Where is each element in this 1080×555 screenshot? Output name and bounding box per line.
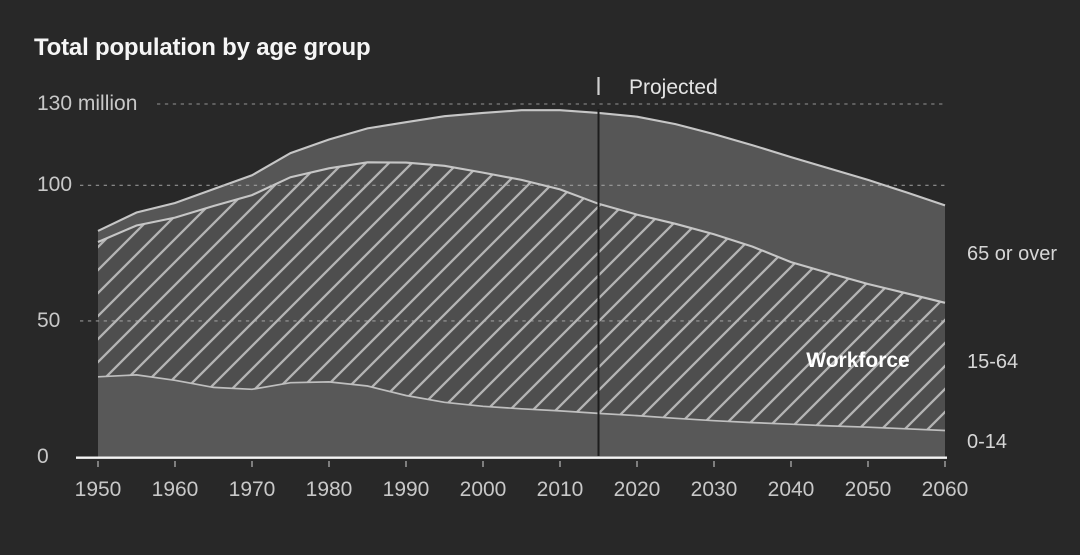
x-tick-label-2030: 2030 — [690, 478, 738, 501]
x-tick-label-2060: 2060 — [921, 478, 969, 501]
projected-label: Projected — [629, 76, 718, 99]
edge-15-64 — [97, 161, 946, 304]
x-tick-label-2000: 2000 — [459, 478, 507, 501]
workforce-annotation: Workforce — [806, 349, 910, 372]
x-tick-label-2020: 2020 — [613, 478, 661, 501]
x-tick-label-1950: 1950 — [74, 478, 122, 501]
x-tick-label-2040: 2040 — [767, 478, 815, 501]
band-label-15-64: 15-64 — [967, 351, 1019, 373]
x-tick-label-2010: 2010 — [536, 478, 584, 501]
x-tick-label-1960: 1960 — [151, 478, 199, 501]
edge-total — [97, 109, 946, 232]
y-tick-label-100: 100 — [37, 173, 73, 197]
x-tick-label-1990: 1990 — [382, 478, 430, 501]
band-label-65-or-over: 65 or over — [967, 243, 1058, 265]
band-hatch-overlay — [98, 162, 945, 431]
band-65-or-over — [98, 110, 945, 303]
x-tick-label-1970: 1970 — [228, 478, 276, 501]
y-tick-label-130: 130 million — [37, 92, 138, 115]
x-tick-label-2050: 2050 — [844, 478, 892, 501]
chart-title: Total population by age group — [34, 34, 371, 61]
x-tick-label-1980: 1980 — [305, 478, 353, 501]
band-label-0-14: 0-14 — [967, 431, 1008, 453]
y-tick-label-50: 50 — [37, 308, 61, 332]
edge-0-14 — [97, 374, 946, 432]
y-tick-label-0: 0 — [37, 444, 49, 468]
band-0-14 — [98, 374, 945, 457]
